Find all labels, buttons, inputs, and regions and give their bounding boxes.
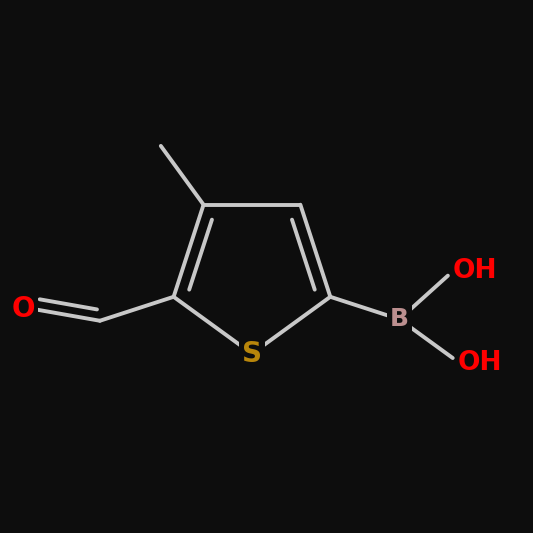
Text: OH: OH — [453, 258, 497, 284]
Text: O: O — [12, 295, 35, 323]
Text: B: B — [390, 307, 409, 332]
Text: OH: OH — [457, 350, 502, 376]
Text: S: S — [242, 340, 262, 368]
